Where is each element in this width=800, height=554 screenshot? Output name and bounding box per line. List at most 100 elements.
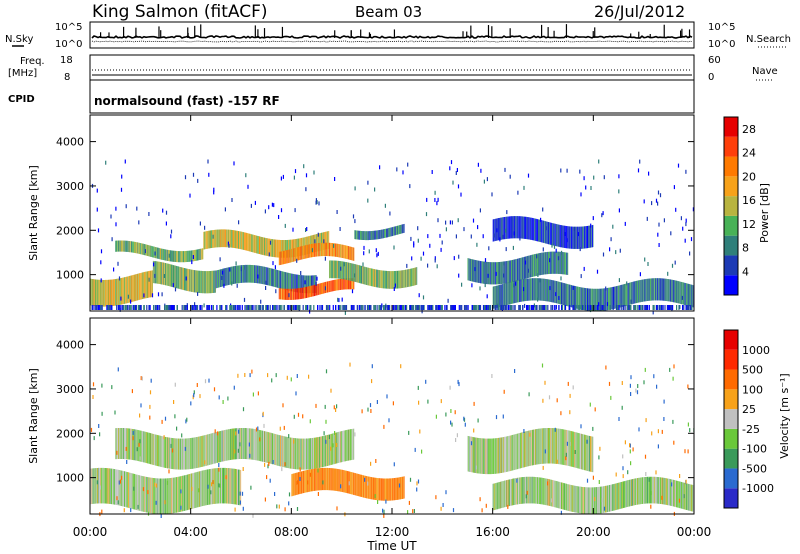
power-echo-cell	[535, 218, 536, 241]
power-echo-cell	[384, 270, 385, 289]
velocity-echo-cell	[147, 432, 148, 464]
power-echo-cell	[126, 240, 127, 252]
power-echo-cell	[554, 223, 556, 246]
power-echo-cell	[262, 266, 264, 285]
power-echo-cell	[141, 272, 142, 300]
power-echo-cell	[259, 265, 260, 284]
power-echo-cell	[166, 249, 167, 261]
power-echo-cell	[540, 252, 542, 275]
velocity-echo-cell	[368, 476, 369, 499]
velocity-echo-cell	[236, 469, 237, 505]
velocity-echo-cell	[150, 477, 151, 514]
velocity-echo-cell	[297, 438, 299, 470]
power-echo-cell	[102, 279, 104, 307]
power-echo-point	[555, 248, 557, 253]
power-echo-cell	[280, 251, 281, 265]
power-echo-cell	[337, 243, 338, 258]
power-echo-cell	[363, 231, 365, 240]
velocity-echo-cell	[258, 429, 259, 461]
power-echo-cell	[146, 271, 148, 299]
power-echo-cell	[662, 278, 663, 301]
velocity-echo-cell	[353, 472, 354, 495]
power-echo-cell	[231, 266, 233, 285]
power-echo-cell	[358, 230, 359, 240]
power-echo-point	[140, 305, 142, 310]
velocity-echo-cell	[125, 428, 126, 460]
power-echo-cell	[293, 248, 294, 262]
power-echo-cell	[130, 241, 132, 253]
power-echo-cell	[672, 279, 674, 303]
velocity-echo-cell	[124, 471, 126, 507]
velocity-echo-cell	[286, 436, 287, 468]
power-echo-point	[127, 305, 129, 310]
velocity-echo-cell	[177, 438, 178, 470]
power-echo-cell	[684, 282, 685, 305]
power-echo-cell	[535, 218, 536, 241]
power-echo-cell	[324, 282, 325, 294]
power-echo-cell	[364, 266, 366, 285]
power-echo-cell	[689, 284, 691, 307]
power-echo-cell	[564, 252, 565, 275]
power-echo-point	[317, 232, 319, 237]
power-echo-cell	[284, 250, 285, 264]
velocity-echo-cell	[302, 438, 304, 470]
power-echo-point	[374, 187, 376, 192]
power-echo-cell	[272, 268, 274, 287]
power-echo-point	[359, 305, 361, 310]
velocity-echo-cell	[348, 429, 349, 461]
velocity-echo-cell	[92, 468, 93, 504]
power-echo-cell	[204, 271, 205, 294]
power-echo-cell	[588, 288, 590, 311]
power-echo-point	[207, 305, 209, 310]
power-echo-cell	[315, 275, 316, 293]
power-echo-cell	[213, 270, 215, 293]
power-echo-cell	[512, 260, 513, 283]
power-echo-cell	[279, 239, 281, 258]
power-echo-cell	[135, 274, 137, 301]
velocity-echo-cell	[305, 438, 307, 470]
power-echo-cell	[508, 260, 510, 283]
velocity-echo-cell	[252, 428, 253, 460]
velocity-echo-cell	[129, 472, 130, 509]
power-echo-cell	[546, 221, 547, 244]
power-echo-point	[587, 305, 589, 310]
power-echo-point	[456, 168, 458, 172]
velocity-echo-cell	[117, 469, 118, 506]
velocity-echo-cell	[483, 438, 484, 474]
power-echo-cell	[408, 269, 410, 287]
velocity-echo-cell	[332, 468, 333, 491]
velocity-echo-cell	[280, 435, 281, 467]
power-echo-cell	[667, 279, 668, 302]
power-echo-cell	[520, 257, 522, 280]
power-echo-cell	[663, 278, 664, 301]
power-echo-cell	[192, 269, 194, 293]
velocity-echo-cell	[394, 478, 395, 501]
velocity-echo-cell	[384, 478, 385, 501]
power-echo-point	[170, 229, 173, 234]
power-echo-cell	[238, 265, 239, 284]
velocity-echo-cell	[228, 429, 229, 461]
velocity-echo-cell	[150, 477, 151, 514]
velocity-echo-cell	[350, 429, 352, 461]
power-echo-point	[226, 305, 228, 310]
power-echo-point	[583, 266, 585, 271]
power-echo-cell	[629, 282, 631, 305]
power-echo-cell	[615, 286, 616, 309]
power-echo-cell	[571, 285, 573, 308]
power-echo-cell	[540, 278, 541, 301]
power-echo-cell	[499, 284, 501, 307]
velocity-echo-cell	[321, 468, 322, 491]
power-echo-cell	[581, 287, 583, 310]
power-echo-cell	[355, 264, 356, 282]
velocity-echo-cell	[164, 478, 166, 514]
velocity-echo-cell	[181, 475, 183, 512]
velocity-echo-cell	[189, 474, 190, 510]
velocity-echo-cell	[196, 437, 197, 469]
power-echo-cell	[665, 278, 666, 301]
velocity-echo-cell	[254, 429, 255, 460]
power-echo-cell	[321, 283, 322, 295]
power-echo-cell	[561, 282, 562, 305]
velocity-echo-cell	[130, 428, 132, 460]
velocity-echo-cell	[338, 469, 340, 492]
